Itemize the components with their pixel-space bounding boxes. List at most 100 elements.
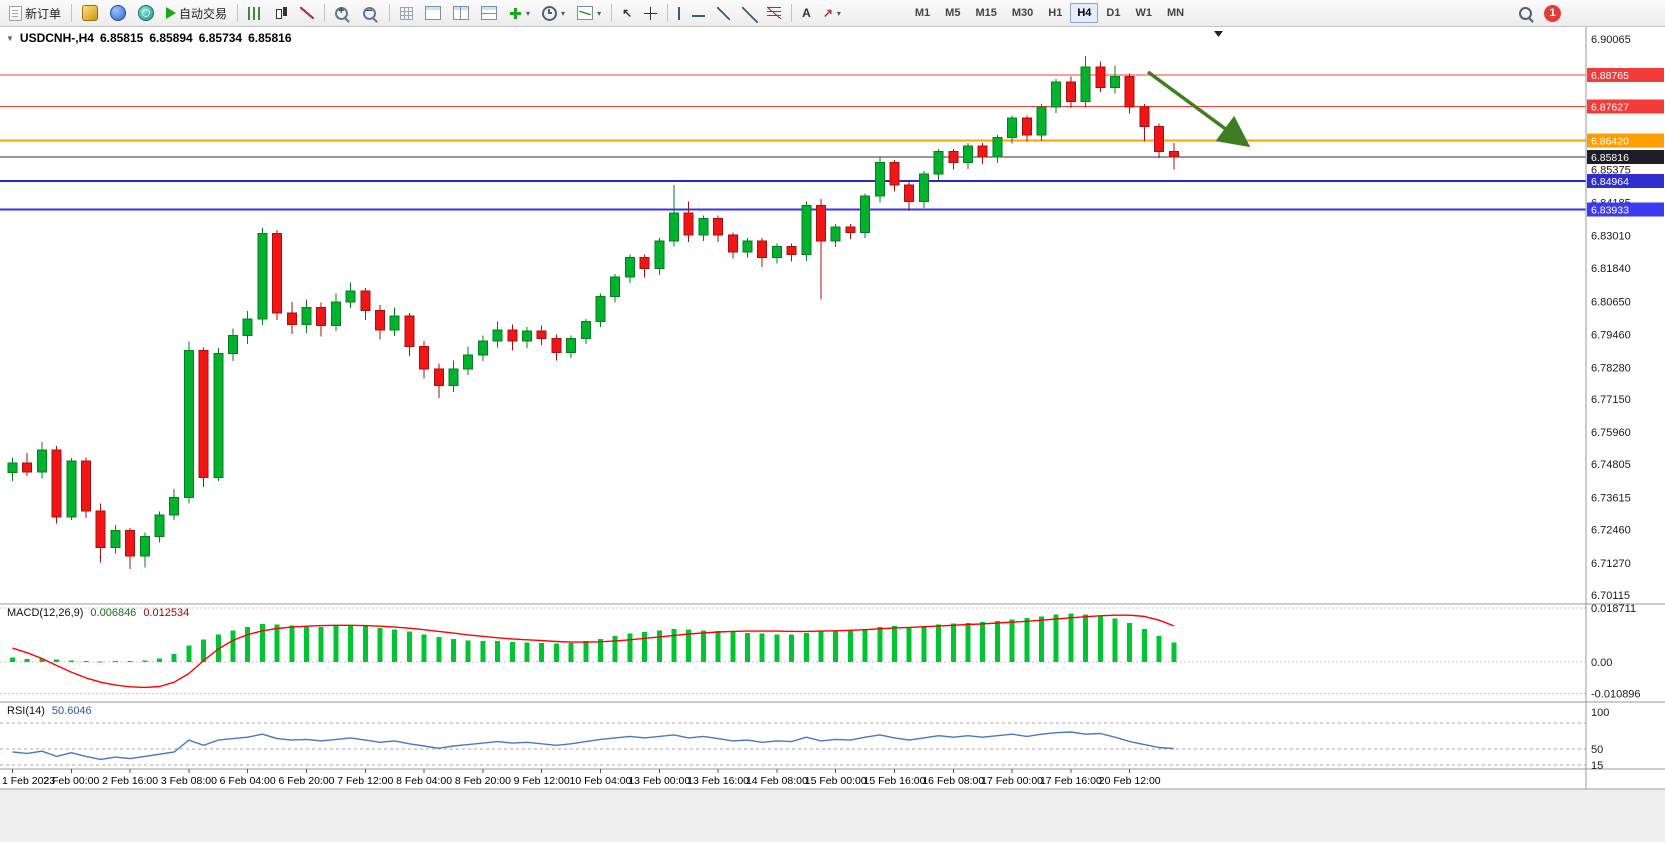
time-axis-label: 17 Feb 00:00 xyxy=(981,775,1043,787)
chevron-down-icon: ▾ xyxy=(597,8,602,18)
svg-text:6.86420: 6.86420 xyxy=(1591,135,1629,147)
navigator-button[interactable] xyxy=(133,2,159,24)
crosshair-button[interactable] xyxy=(639,2,662,24)
grid-button[interactable] xyxy=(395,2,418,24)
chart-shift-marker-icon[interactable] xyxy=(1214,31,1223,37)
macd-axis-label: 0.018711 xyxy=(1591,603,1636,615)
search-icon[interactable] xyxy=(1519,6,1532,20)
svg-text:6.87627: 6.87627 xyxy=(1591,102,1629,114)
candlestick-chart-button[interactable] xyxy=(269,2,293,24)
timeframe-button-m5[interactable]: M5 xyxy=(938,3,967,23)
toolbar-separator xyxy=(611,4,613,22)
new-order-label: 新订单 xyxy=(25,6,62,21)
chevron-down-icon: ▾ xyxy=(526,8,531,18)
price-axis-label: 6.78280 xyxy=(1591,362,1631,374)
grid-icon xyxy=(400,6,414,20)
tile-windows-button[interactable] xyxy=(420,2,446,24)
timeframe-button-h4[interactable]: H4 xyxy=(1070,3,1099,23)
toolbar-separator xyxy=(791,4,793,22)
candlesticks xyxy=(7,55,1179,569)
price-axis-label: 6.72460 xyxy=(1591,525,1631,537)
notification-badge[interactable]: 1 xyxy=(1544,4,1561,22)
time-axis-label: 2 Feb 16:00 xyxy=(102,775,158,787)
price-axis-label: 6.77150 xyxy=(1591,394,1631,406)
timeframe-button-mn[interactable]: MN xyxy=(1160,3,1191,23)
price-axis-label: 6.80650 xyxy=(1591,296,1631,308)
timeframe-button-m1[interactable]: M1 xyxy=(908,3,937,23)
line-chart-icon xyxy=(300,7,315,19)
arrows-tool-button[interactable]: ↗ ▾ xyxy=(818,2,846,24)
zoom-out-button[interactable] xyxy=(358,2,384,24)
time-axis-label: 9 Feb 12:00 xyxy=(514,775,570,787)
price-tag xyxy=(1587,202,1664,217)
auto-trading-label: 自动交易 xyxy=(179,6,228,21)
toolbar-right-cluster: 1 xyxy=(1519,4,1561,22)
svg-text:6.83933: 6.83933 xyxy=(1591,205,1629,217)
tile-horizontally-button[interactable] xyxy=(476,2,502,24)
zoom-out-icon xyxy=(363,5,377,20)
template-button[interactable]: ▾ xyxy=(572,2,606,24)
timeframe-bar: M1 M5 M15 M30 H1 H4 D1 W1 MN xyxy=(908,3,1191,23)
price-axis[interactable]: 6.900656.853756.841856.830106.818406.806… xyxy=(1591,34,1641,772)
timeframe-button-m15[interactable]: M15 xyxy=(968,3,1003,23)
horizontal-line-button[interactable] xyxy=(687,2,710,24)
time-axis-label: 20 Feb 12:00 xyxy=(1099,775,1161,787)
price-axis-label: 6.83010 xyxy=(1591,230,1631,242)
timeframe-button-m30[interactable]: M30 xyxy=(1005,3,1040,23)
crosshair-icon xyxy=(644,6,658,20)
vertical-line-icon xyxy=(678,6,681,20)
chart-background xyxy=(0,27,1665,790)
chart-canvas[interactable]: 6.900656.853756.841856.830106.818406.806… xyxy=(0,27,1665,790)
price-axis-label: 6.90065 xyxy=(1591,34,1631,46)
time-axis-label: 17 Feb 16:00 xyxy=(1040,775,1102,787)
price-tag xyxy=(1587,68,1664,83)
channel-button[interactable] xyxy=(737,2,760,24)
toolbar-separator xyxy=(667,4,669,22)
panel-separators xyxy=(0,27,1665,790)
time-axis-label: 16 Feb 08:00 xyxy=(922,775,984,787)
timeframe-button-h1[interactable]: H1 xyxy=(1041,3,1069,23)
rsi-axis-label: 100 xyxy=(1591,707,1609,719)
time-axis-label: 6 Feb 04:00 xyxy=(220,775,276,787)
time-axis-label: 7 Feb 12:00 xyxy=(337,775,393,787)
tile-horizontal-icon xyxy=(481,6,498,20)
add-indicator-button[interactable]: ▾ xyxy=(504,2,535,24)
timeframe-button-w1[interactable]: W1 xyxy=(1128,3,1159,23)
line-chart-button[interactable] xyxy=(295,2,319,24)
time-axis-label: 15 Feb 00:00 xyxy=(805,775,867,787)
time-axis-label: 8 Feb 20:00 xyxy=(455,775,511,787)
trendline-button[interactable] xyxy=(712,2,735,24)
price-axis-label: 6.85375 xyxy=(1591,165,1631,177)
period-button[interactable]: ▾ xyxy=(537,2,570,24)
toolbar-separator xyxy=(71,4,73,22)
price-axis-label: 6.79460 xyxy=(1591,329,1631,341)
zoom-in-button[interactable] xyxy=(330,2,356,24)
template-icon xyxy=(577,6,594,20)
fibonacci-button[interactable] xyxy=(762,2,786,24)
add-indicator-icon xyxy=(509,7,522,20)
data-window-button[interactable] xyxy=(105,2,131,24)
clock-icon xyxy=(542,5,558,21)
time-axis-label: 13 Feb 16:00 xyxy=(687,775,749,787)
auto-trading-button[interactable]: 自动交易 xyxy=(161,2,232,24)
market-watch-button[interactable] xyxy=(77,2,103,24)
price-axis-label: 6.81840 xyxy=(1591,263,1631,275)
cursor-button[interactable]: ↖ xyxy=(617,2,637,24)
bar-chart-button[interactable] xyxy=(243,2,267,24)
cursor-icon: ↖ xyxy=(622,6,633,20)
candlestick-icon xyxy=(274,6,288,20)
price-axis-label: 6.71270 xyxy=(1591,558,1631,570)
svg-text:6.88765: 6.88765 xyxy=(1591,70,1629,82)
new-order-button[interactable]: 新订单 xyxy=(4,2,66,24)
svg-text:6.85816: 6.85816 xyxy=(1591,152,1629,164)
vertical-line-button[interactable] xyxy=(673,2,685,24)
text-tool-button[interactable]: A xyxy=(797,2,816,24)
timeframe-button-d1[interactable]: D1 xyxy=(1099,3,1127,23)
arrow-annotation[interactable] xyxy=(1146,70,1251,148)
tile-vertically-button[interactable] xyxy=(448,2,474,24)
time-axis-label: 14 Feb 08:00 xyxy=(746,775,808,787)
time-axis-label: 6 Feb 20:00 xyxy=(278,775,334,787)
horizontal-line-objects[interactable] xyxy=(0,74,1586,211)
fibonacci-icon xyxy=(767,7,782,19)
